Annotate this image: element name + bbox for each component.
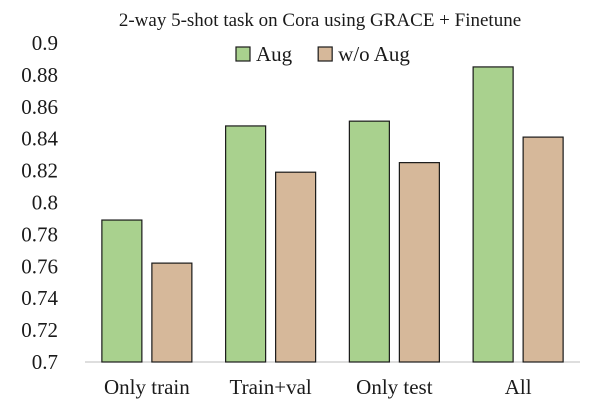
x-tick-label: Only train — [104, 375, 190, 399]
legend-label: Aug — [256, 42, 293, 66]
legend-swatch-w-o-aug — [317, 46, 333, 62]
bar-aug-all — [472, 66, 514, 363]
x-tick-label: Train+val — [230, 375, 312, 399]
legend-swatch-aug — [235, 46, 251, 62]
y-tick-label: 0.7 — [32, 350, 58, 374]
y-tick-label: 0.8 — [32, 191, 58, 215]
bars — [101, 66, 564, 363]
bar-aug-only-train — [101, 219, 143, 363]
legend: Aug w/o Aug — [235, 42, 410, 66]
y-tick-label: 0.9 — [32, 31, 58, 55]
bar-w-o-aug-all — [522, 136, 564, 363]
y-tick-label: 0.84 — [21, 127, 58, 151]
y-tick-label: 0.86 — [21, 95, 58, 119]
x-axis: Only train Train+val Only test All — [104, 375, 532, 399]
bar-aug-only-test — [348, 120, 390, 363]
legend-label: w/o Aug — [338, 42, 410, 66]
y-tick-label: 0.74 — [21, 286, 58, 310]
y-tick-label: 0.72 — [21, 318, 58, 342]
bar-aug-train-val — [225, 125, 267, 363]
y-tick-label: 0.82 — [21, 159, 58, 183]
x-tick-label: Only test — [356, 375, 433, 399]
y-tick-label: 0.76 — [21, 254, 58, 278]
bar-w-o-aug-only-test — [398, 162, 440, 363]
chart-title: 2-way 5-shot task on Cora using GRACE + … — [119, 10, 521, 31]
bar-w-o-aug-train-val — [275, 171, 317, 363]
bar-w-o-aug-only-train — [151, 262, 193, 363]
x-tick-label: All — [505, 375, 532, 399]
y-tick-label: 0.88 — [21, 63, 58, 87]
y-axis: 0.7 0.72 0.74 0.76 0.78 0.8 0.82 0.84 0.86 0.88 0.… — [21, 31, 58, 374]
y-tick-label: 0.78 — [21, 222, 58, 246]
